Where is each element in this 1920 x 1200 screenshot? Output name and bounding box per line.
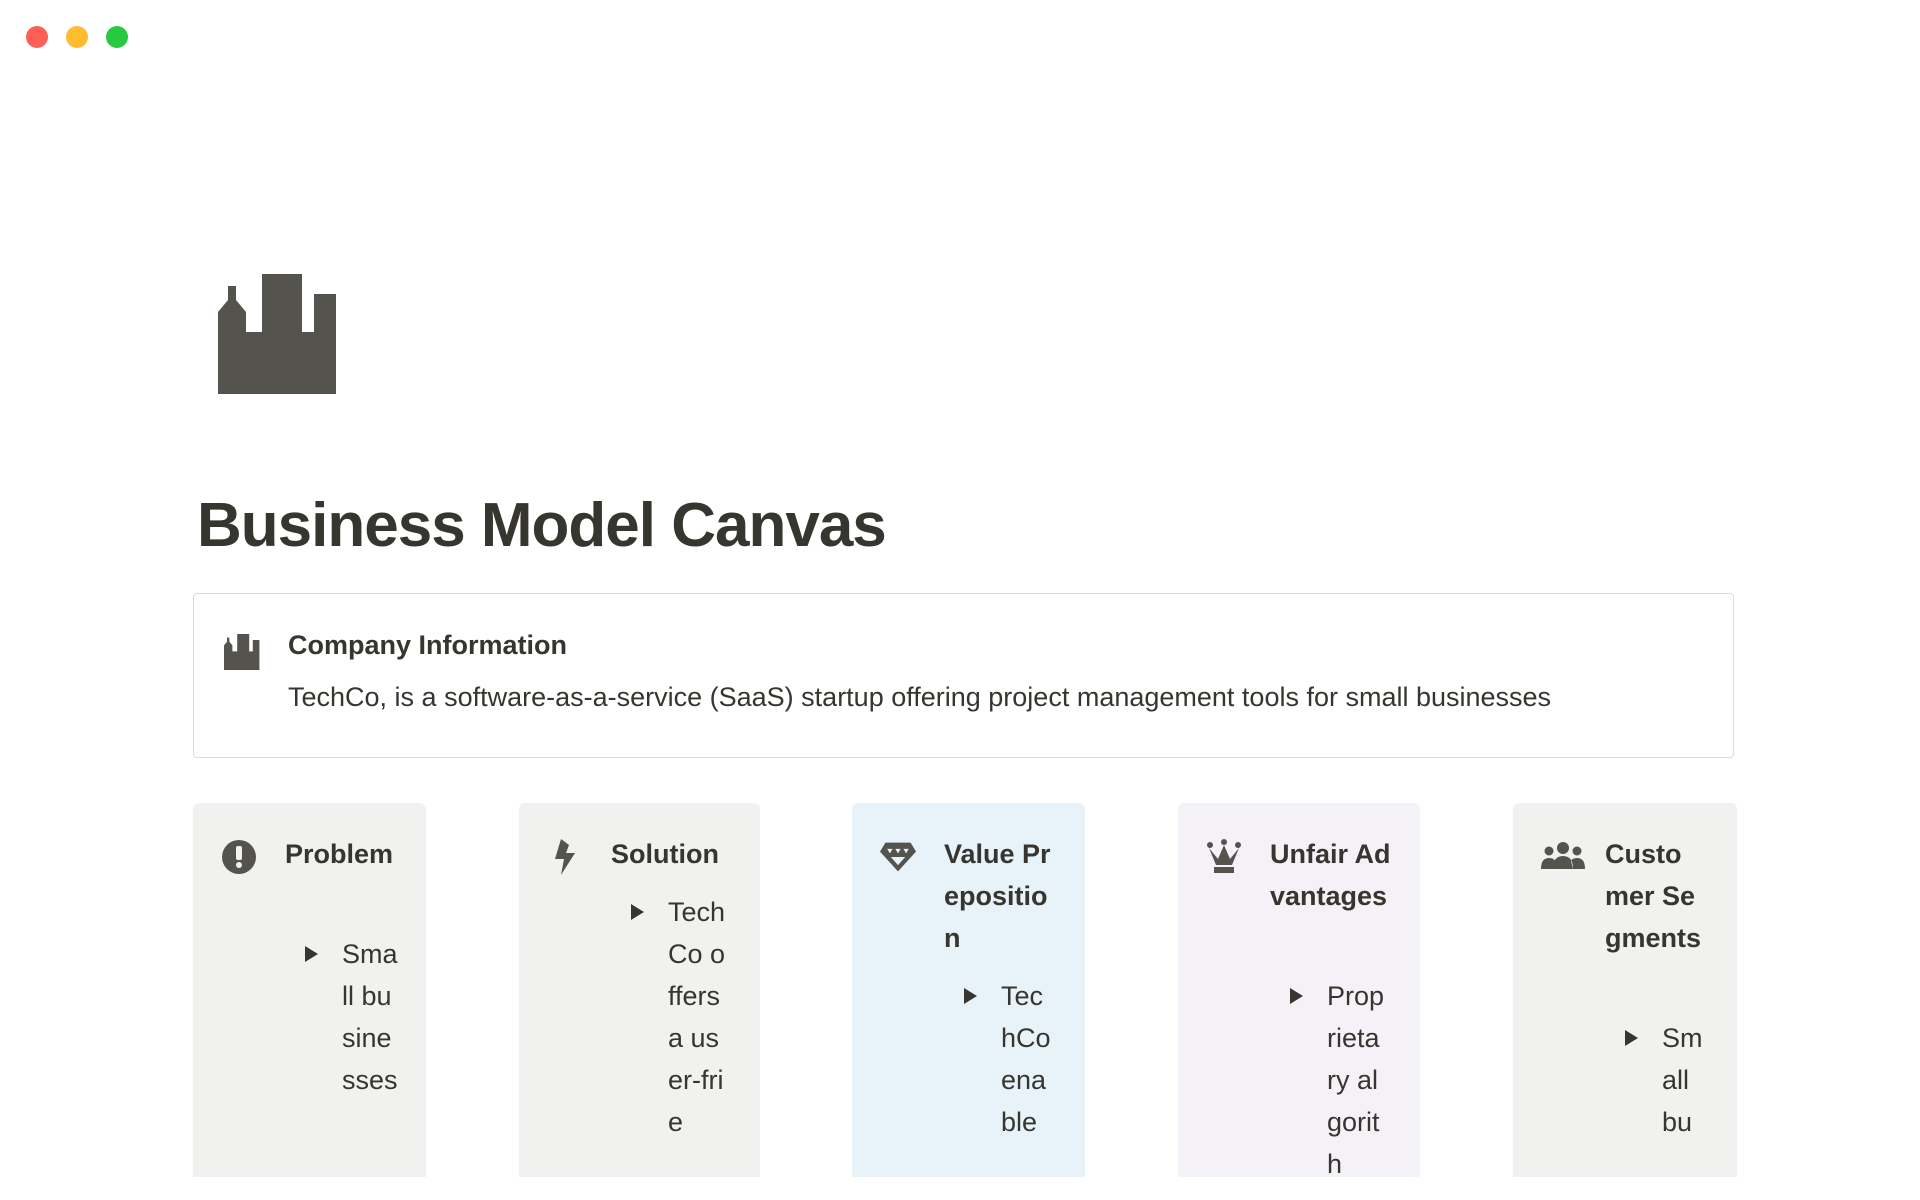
customer-segments-card: Customer Segments Small bu xyxy=(1513,803,1737,1177)
minimize-window-button[interactable] xyxy=(66,26,88,48)
value-preposition-card: Value Preposition TechCo enable xyxy=(852,803,1085,1177)
toggle-triangle-icon[interactable] xyxy=(1625,1030,1638,1046)
card-title: Value Preposition xyxy=(944,839,1051,953)
toggle-triangle-icon[interactable] xyxy=(964,988,977,1004)
exclamation-circle-icon xyxy=(222,840,256,874)
close-window-button[interactable] xyxy=(26,26,48,48)
lightning-bolt-icon xyxy=(555,839,575,875)
crown-icon xyxy=(1207,839,1241,873)
callout-text: TechCo, is a software-as-a-service (SaaS… xyxy=(288,682,1552,712)
window-controls xyxy=(26,26,128,48)
callout-title: Company Information xyxy=(288,630,568,660)
toggle-triangle-icon[interactable] xyxy=(631,904,644,920)
page-title: Business Model Canvas xyxy=(197,491,887,560)
toggle-text: TechCo offers a user-frie xyxy=(668,897,726,1137)
maximize-window-button[interactable] xyxy=(106,26,128,48)
toggle-item[interactable]: TechCo offers a user-frie xyxy=(631,891,756,1143)
toggle-triangle-icon[interactable] xyxy=(1290,988,1303,1004)
solution-card: Solution TechCo offers a user-frie xyxy=(519,803,760,1177)
unfair-advantages-card: Unfair Advantages Proprietary algorith xyxy=(1178,803,1420,1177)
toggle-item[interactable]: Proprietary algorith xyxy=(1290,975,1410,1177)
card-title: Problem xyxy=(285,839,394,869)
diamond-icon xyxy=(880,842,916,872)
factory-icon[interactable] xyxy=(218,274,338,394)
toggle-triangle-icon[interactable] xyxy=(305,946,318,962)
card-title: Unfair Advantages xyxy=(1270,839,1391,911)
toggle-item[interactable]: Small businesses xyxy=(305,933,415,1101)
problem-card: Problem Small businesses xyxy=(193,803,426,1177)
toggle-text: Small businesses xyxy=(342,939,398,1095)
toggle-item[interactable]: TechCo enable xyxy=(964,975,1064,1143)
toggle-text: TechCo enable xyxy=(1001,981,1051,1137)
card-title: Solution xyxy=(611,839,719,869)
card-title: Customer Segments xyxy=(1605,839,1702,953)
company-information-callout: Company Information TechCo, is a softwar… xyxy=(193,593,1734,758)
toggle-text: Proprietary algorith xyxy=(1327,981,1385,1177)
people-group-icon xyxy=(1541,842,1585,869)
factory-icon xyxy=(224,634,260,670)
toggle-item[interactable]: Small bu xyxy=(1625,1017,1715,1143)
toggle-text: Small bu xyxy=(1662,1023,1703,1137)
